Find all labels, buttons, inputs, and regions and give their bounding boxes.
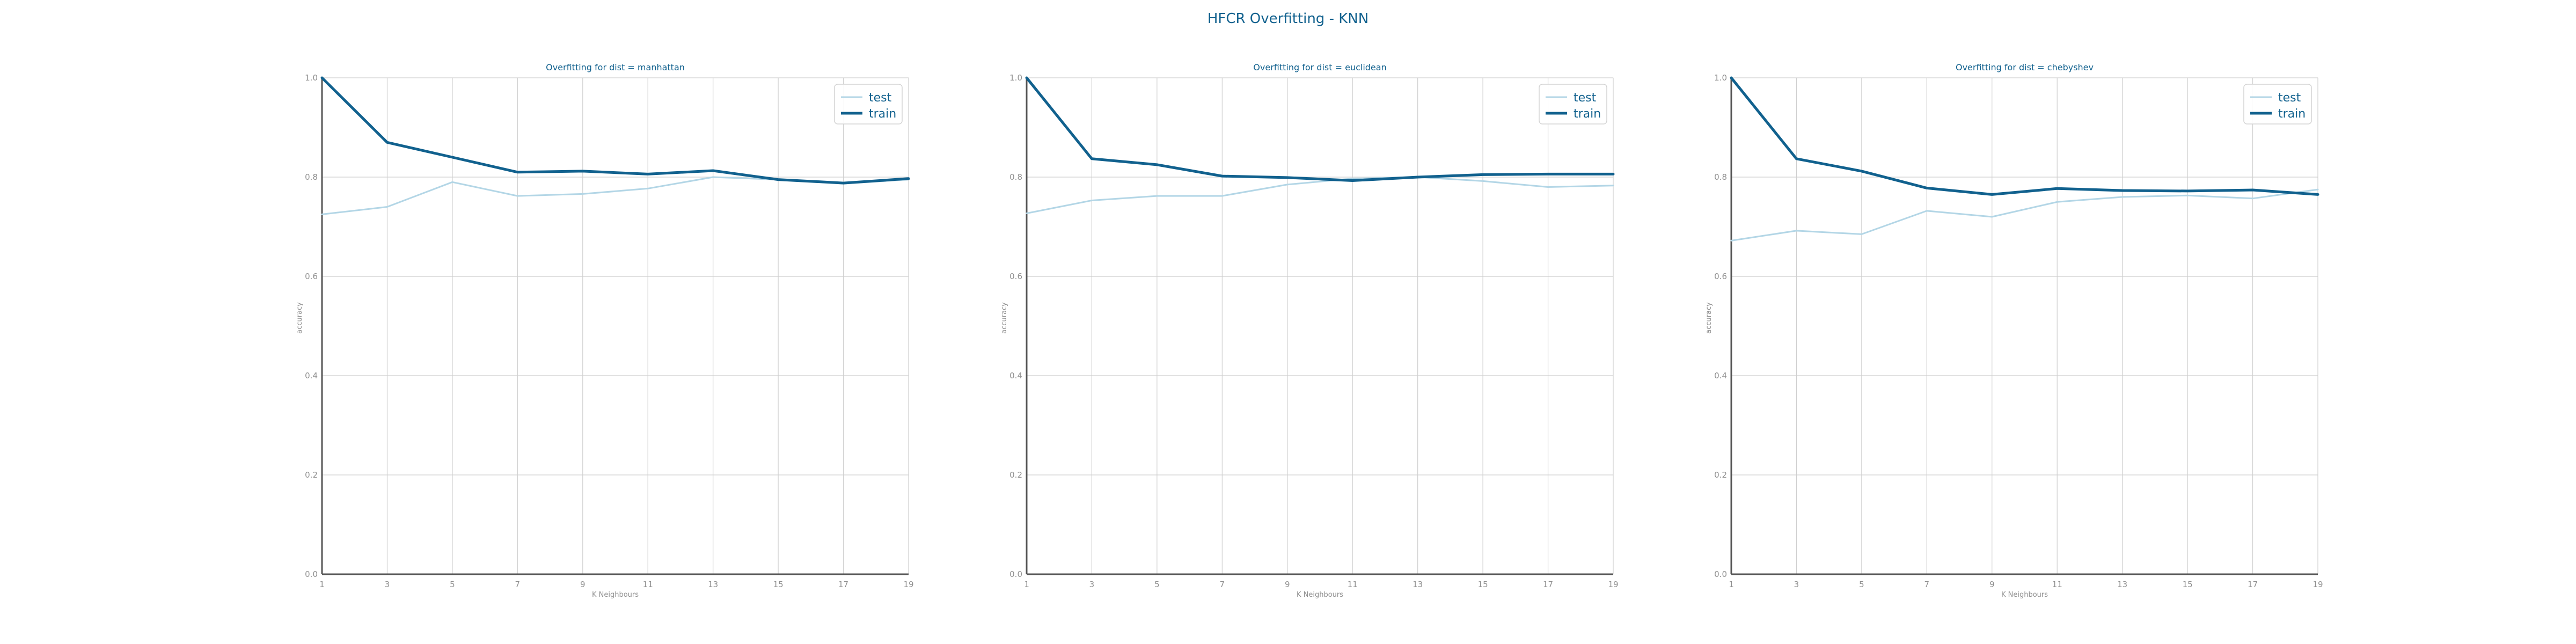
x-tick-label: 17 (1543, 580, 1553, 589)
x-tick-label: 11 (643, 580, 653, 589)
x-tick-label: 7 (1220, 580, 1225, 589)
x-tick-label: 13 (2117, 580, 2127, 589)
y-tick-label: 0.6 (1009, 272, 1022, 281)
y-tick-label: 0.8 (305, 172, 318, 182)
legend-label-test: test (2278, 91, 2301, 105)
x-tick-label: 19 (2312, 580, 2323, 589)
y-tick-label: 0.8 (1009, 172, 1022, 182)
figure-title: HFCR Overfitting - KNN (1208, 11, 1368, 27)
plot-area (1026, 77, 1614, 575)
x-tick-label: 1 (319, 580, 325, 589)
legend-label-train: train (2278, 107, 2306, 121)
x-tick-label: 5 (1154, 580, 1160, 589)
chart-panel-1: 1 3 5 7 9 11 13 15 17 190.00.20.40.60.81.0Overfit… (296, 62, 914, 599)
legend: test train (1539, 84, 1607, 125)
x-tick-label: 17 (838, 580, 848, 589)
x-tick-label: 15 (2183, 580, 2193, 589)
x-tick-label: 19 (1608, 580, 1618, 589)
y-tick-label: 0.4 (1714, 371, 1727, 380)
y-tick-label: 0.4 (305, 371, 318, 380)
x-tick-label: 15 (1478, 580, 1488, 589)
series-line-test (1026, 176, 1614, 214)
legend: test train (2243, 84, 2312, 125)
x-tick-label: 9 (1989, 580, 1995, 589)
y-tick-label: 0.2 (305, 470, 318, 480)
x-tick-label: 9 (1285, 580, 1290, 589)
panel-title: Overfitting for dist = manhattan (546, 62, 685, 72)
y-axis-label: accuracy (296, 302, 304, 334)
plot-area (321, 77, 909, 575)
legend-label-train: train (1574, 107, 1601, 121)
x-tick-label: 11 (2052, 580, 2062, 589)
y-tick-label: 1.0 (1009, 73, 1022, 83)
y-tick-label: 0.6 (305, 272, 318, 281)
y-tick-label: 0.0 (305, 569, 318, 579)
chart-panel-3: 1 3 5 7 9 11 13 15 17 190.00.20.40.60.81.0Overfit… (1705, 62, 2323, 599)
chart-panels: 1 3 5 7 9 11 13 15 17 190.00.20.40.60.81.0Overfit… (296, 62, 2323, 599)
series-line-train (1730, 76, 2319, 196)
x-axis-label: K Neighbours (2001, 591, 2048, 599)
y-tick-label: 0.8 (1714, 172, 1727, 182)
x-tick-label: 5 (1859, 580, 1864, 589)
x-tick-label: 1 (1024, 580, 1029, 589)
y-axis-label: accuracy (1705, 302, 1713, 334)
x-tick-label: 1 (1729, 580, 1734, 589)
x-tick-label: 17 (2248, 580, 2258, 589)
y-tick-label: 0.2 (1714, 470, 1727, 480)
series-line-train (1025, 76, 1615, 182)
panel-title: Overfitting for dist = chebyshev (1956, 62, 2094, 72)
x-tick-label: 15 (773, 580, 784, 589)
legend-label-test: test (1574, 91, 1597, 105)
x-tick-label: 7 (1924, 580, 1930, 589)
y-tick-label: 0.0 (1009, 569, 1022, 579)
x-tick-label: 19 (903, 580, 913, 589)
x-tick-label: 13 (708, 580, 718, 589)
x-tick-label: 5 (450, 580, 455, 589)
y-tick-label: 0.4 (1009, 371, 1022, 380)
panel-title: Overfitting for dist = euclidean (1253, 62, 1386, 72)
y-tick-label: 1.0 (305, 73, 318, 83)
y-tick-label: 0.2 (1009, 470, 1022, 480)
legend: test train (834, 84, 903, 125)
y-axis-label: accuracy (1000, 302, 1008, 334)
x-tick-label: 3 (1089, 580, 1095, 589)
x-tick-label: 9 (580, 580, 586, 589)
x-tick-label: 3 (1794, 580, 1799, 589)
chart-panel-2: 1 3 5 7 9 11 13 15 17 190.00.20.40.60.81.0Overfit… (1000, 62, 1619, 599)
x-tick-label: 11 (1348, 580, 1358, 589)
x-axis-label: K Neighbours (1297, 591, 1343, 599)
plot-area (1731, 77, 2318, 575)
y-tick-label: 1.0 (1714, 73, 1727, 83)
x-tick-label: 7 (515, 580, 521, 589)
x-axis-label: K Neighbours (592, 591, 639, 599)
y-tick-label: 0.0 (1714, 569, 1727, 579)
series-line-test (1730, 188, 2319, 241)
series-line-train (320, 76, 910, 185)
y-tick-label: 0.6 (1714, 272, 1727, 281)
x-tick-label: 3 (385, 580, 390, 589)
x-tick-label: 13 (1413, 580, 1423, 589)
legend-label-train: train (869, 107, 896, 121)
legend-label-test: test (869, 91, 892, 105)
